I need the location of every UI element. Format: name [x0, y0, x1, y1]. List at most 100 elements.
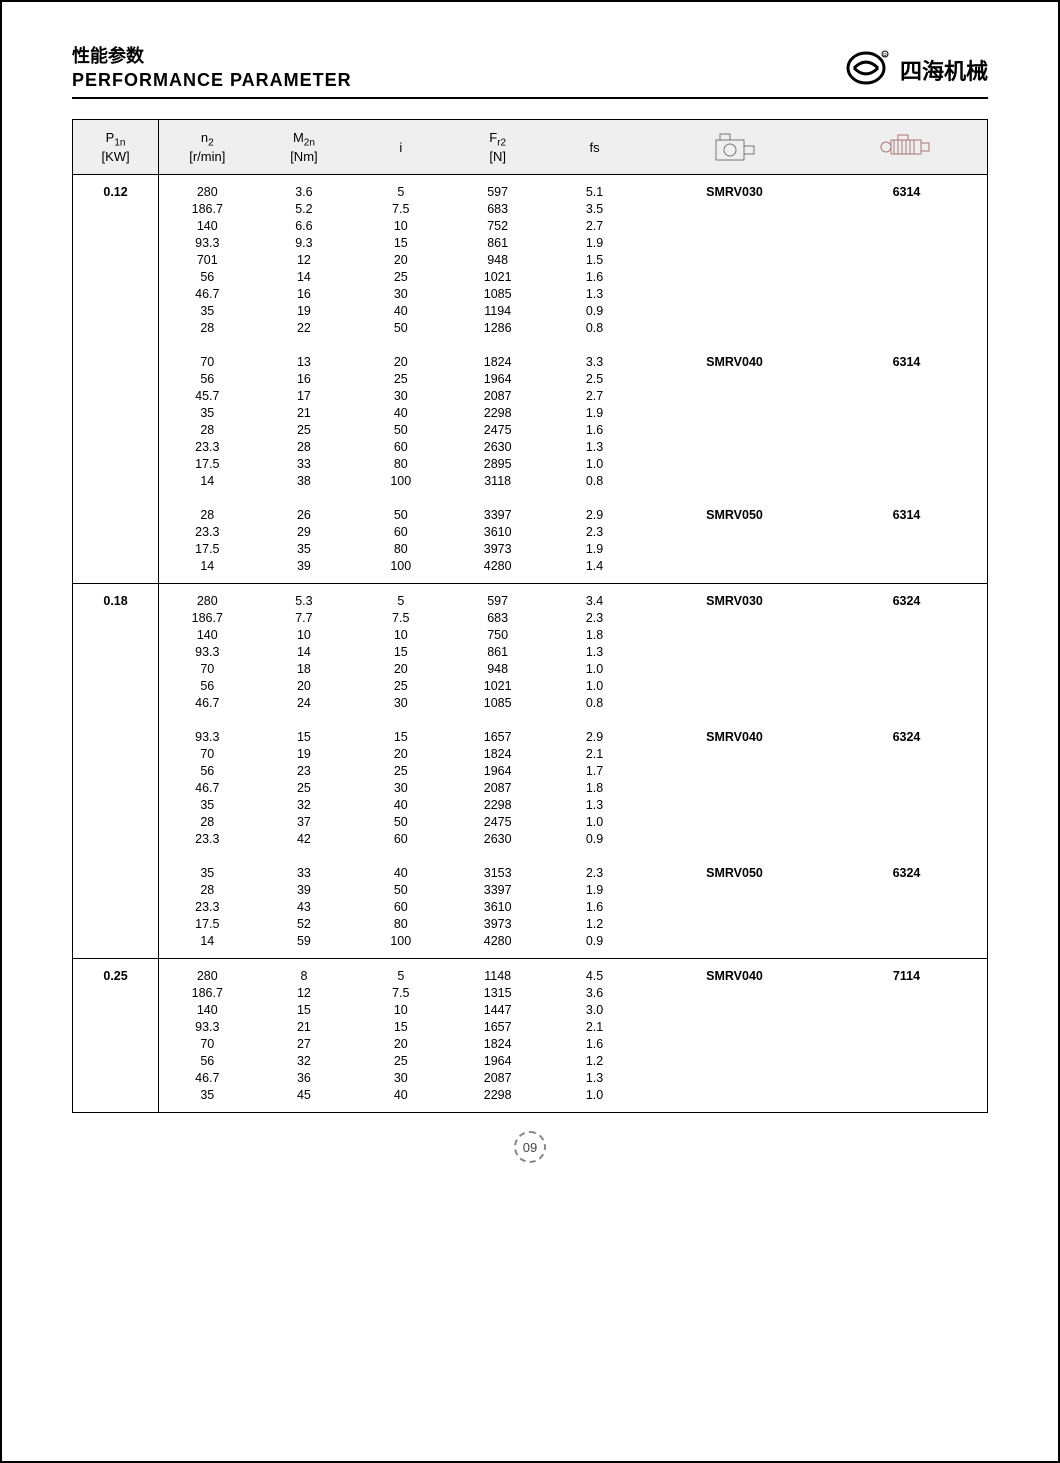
- motor-cell: [826, 286, 988, 303]
- cell-fs: 0.9: [546, 933, 643, 959]
- model-cell: [643, 541, 826, 558]
- table-row: 140151014473.0: [73, 1002, 988, 1019]
- cell-fr2: 2630: [449, 439, 546, 456]
- cell-i: 20: [352, 345, 449, 371]
- cell-m2n: 23: [255, 763, 352, 780]
- cell-fs: 3.6: [546, 985, 643, 1002]
- cell-fs: 4.5: [546, 959, 643, 985]
- cell-i: 5: [352, 175, 449, 201]
- cell-i: 100: [352, 558, 449, 584]
- table-row: 35334031532.3SMRV0506324: [73, 856, 988, 882]
- cell-i: 50: [352, 320, 449, 346]
- cell-fs: 1.3: [546, 1070, 643, 1087]
- table-row: 70112209481.5: [73, 252, 988, 269]
- table-row: 23.3436036101.6: [73, 899, 988, 916]
- cell-m2n: 25: [255, 780, 352, 797]
- cell-fr2: 2087: [449, 1070, 546, 1087]
- cell-fr2: 4280: [449, 933, 546, 959]
- cell-n2: 35: [159, 1087, 256, 1113]
- page: 性能参数 PERFORMANCE PARAMETER R 四海机械 P1n: [0, 0, 1060, 1463]
- table-row: 23.3296036102.3: [73, 524, 988, 541]
- model-cell: SMRV040: [643, 345, 826, 371]
- table-row: 35194011940.9: [73, 303, 988, 320]
- table-row: 186.75.27.56833.5: [73, 201, 988, 218]
- cell-i: 30: [352, 695, 449, 721]
- cell-i: 80: [352, 456, 449, 473]
- cell-fs: 1.9: [546, 405, 643, 422]
- cell-n2: 56: [159, 1053, 256, 1070]
- cell-fs: 1.9: [546, 235, 643, 252]
- cell-n2: 140: [159, 627, 256, 644]
- cell-fs: 2.3: [546, 610, 643, 627]
- cell-i: 25: [352, 371, 449, 388]
- cell-fs: 1.6: [546, 1036, 643, 1053]
- cell-fr2: 1021: [449, 269, 546, 286]
- motor-cell: [826, 1053, 988, 1070]
- cell-m2n: 39: [255, 558, 352, 584]
- cell-fr2: 3397: [449, 882, 546, 899]
- cell-i: 7.5: [352, 985, 449, 1002]
- cell-m2n: 18: [255, 661, 352, 678]
- cell-fr2: 1021: [449, 678, 546, 695]
- cell-n2: 46.7: [159, 286, 256, 303]
- model-cell: [643, 1087, 826, 1113]
- table-row: 70132018243.3SMRV0406314: [73, 345, 988, 371]
- cell-i: 50: [352, 422, 449, 439]
- cell-i: 25: [352, 1053, 449, 1070]
- motor-cell: [826, 269, 988, 286]
- title-block: 性能参数 PERFORMANCE PARAMETER: [72, 42, 352, 91]
- model-cell: [643, 320, 826, 346]
- cell-i: 50: [352, 814, 449, 831]
- table-row: 28375024751.0: [73, 814, 988, 831]
- cell-n2: 46.7: [159, 780, 256, 797]
- motor-cell: [826, 831, 988, 857]
- cell-n2: 280: [159, 959, 256, 985]
- cell-n2: 35: [159, 856, 256, 882]
- cell-m2n: 39: [255, 882, 352, 899]
- cell-fr2: 1657: [449, 1019, 546, 1036]
- model-cell: [643, 831, 826, 857]
- motor-cell: [826, 524, 988, 541]
- cell-i: 5: [352, 584, 449, 610]
- cell-n2: 35: [159, 303, 256, 320]
- cell-fs: 1.3: [546, 286, 643, 303]
- motor-cell: 6314: [826, 345, 988, 371]
- cell-i: 60: [352, 439, 449, 456]
- cell-fs: 1.2: [546, 916, 643, 933]
- model-cell: [643, 269, 826, 286]
- model-cell: [643, 1053, 826, 1070]
- motor-cell: [826, 746, 988, 763]
- cell-n2: 70: [159, 746, 256, 763]
- table-row: 0.182805.355973.4SMRV0306324: [73, 584, 988, 610]
- cell-i: 80: [352, 916, 449, 933]
- model-cell: [643, 456, 826, 473]
- table-row: 56162519642.5: [73, 371, 988, 388]
- cell-n2: 186.7: [159, 985, 256, 1002]
- cell-n2: 23.3: [159, 524, 256, 541]
- table-row: 0.122803.655975.1SMRV0306314: [73, 175, 988, 201]
- cell-fr2: 683: [449, 201, 546, 218]
- cell-fr2: 597: [449, 175, 546, 201]
- cell-n2: 93.3: [159, 1019, 256, 1036]
- table-row: 46.7243010850.8: [73, 695, 988, 721]
- table-row: 143910042801.4: [73, 558, 988, 584]
- motor-cell: [826, 541, 988, 558]
- cell-n2: 70: [159, 1036, 256, 1053]
- model-cell: SMRV030: [643, 175, 826, 201]
- cell-i: 60: [352, 524, 449, 541]
- cell-m2n: 5.3: [255, 584, 352, 610]
- motor-cell: [826, 916, 988, 933]
- cell-fr2: 4280: [449, 558, 546, 584]
- cell-n2: 14: [159, 473, 256, 499]
- cell-n2: 46.7: [159, 695, 256, 721]
- cell-n2: 17.5: [159, 456, 256, 473]
- title-english: PERFORMANCE PARAMETER: [72, 70, 352, 91]
- cell-fr2: 948: [449, 661, 546, 678]
- cell-n2: 23.3: [159, 439, 256, 456]
- cell-i: 5: [352, 959, 449, 985]
- cell-m2n: 12: [255, 252, 352, 269]
- cell-fs: 0.8: [546, 320, 643, 346]
- cell-n2: 28: [159, 320, 256, 346]
- table-row: 7018209481.0: [73, 661, 988, 678]
- cell-fs: 1.5: [546, 252, 643, 269]
